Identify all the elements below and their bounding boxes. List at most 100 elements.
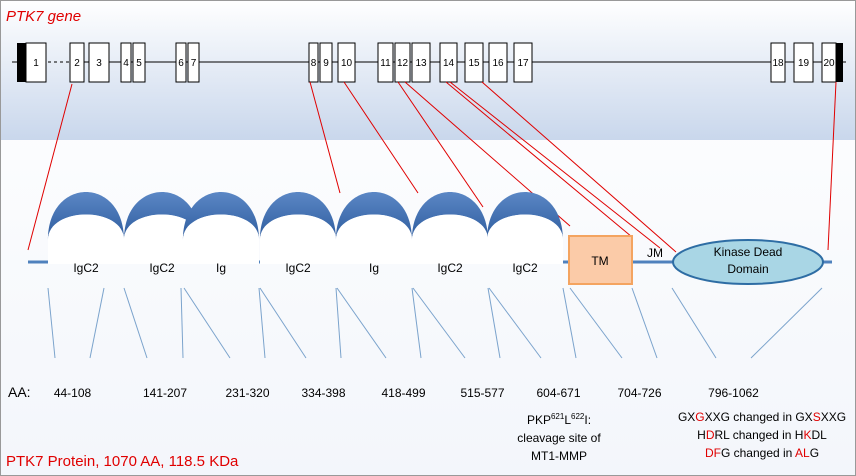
funnel-line bbox=[488, 287, 542, 359]
exon bbox=[308, 42, 319, 83]
funnel-line bbox=[47, 287, 56, 359]
exon bbox=[793, 42, 814, 83]
exon-label: 12 bbox=[397, 58, 409, 69]
exon-label: 15 bbox=[468, 58, 480, 69]
motif-part: GX bbox=[678, 410, 695, 424]
ig-domain-body bbox=[336, 214, 412, 262]
aa-range: 334-398 bbox=[301, 386, 345, 400]
motif-part: K bbox=[803, 428, 811, 442]
funnel-line bbox=[671, 287, 717, 359]
mapping-line bbox=[445, 81, 633, 238]
cleavage-part: 621 bbox=[551, 412, 565, 421]
exon-label: 8 bbox=[311, 58, 317, 69]
exon-label: 2 bbox=[74, 58, 80, 69]
ig-domain-body bbox=[487, 214, 563, 262]
ig-domain-body bbox=[412, 214, 488, 262]
exon bbox=[120, 42, 132, 83]
exon-label: 19 bbox=[798, 58, 810, 69]
exon-label: 4 bbox=[123, 58, 129, 69]
exon bbox=[821, 42, 837, 83]
motif-part: RL changed in H bbox=[715, 428, 804, 442]
mapping-line bbox=[827, 81, 837, 251]
mapping-line bbox=[27, 83, 73, 251]
exon bbox=[88, 42, 110, 83]
aa-range: 604-671 bbox=[536, 386, 580, 400]
funnel-line bbox=[562, 287, 577, 359]
mapping-line bbox=[449, 81, 661, 249]
aa-range: 231-320 bbox=[225, 386, 269, 400]
funnel-line bbox=[411, 287, 422, 359]
funnel-line bbox=[259, 287, 307, 359]
exon bbox=[770, 42, 786, 83]
exon-label: 6 bbox=[178, 58, 184, 69]
protein-title: PTK7 Protein, 1070 AA, 118.5 KDa bbox=[6, 453, 239, 470]
funnel-line bbox=[487, 287, 501, 359]
aa-range: 796-1062 bbox=[708, 386, 759, 400]
mapping-line bbox=[343, 81, 419, 194]
motif-note: HDRL changed in HKDL bbox=[697, 428, 827, 442]
aa-range: 515-577 bbox=[460, 386, 504, 400]
exon-coding-end bbox=[836, 43, 843, 82]
funnel-line bbox=[412, 287, 466, 359]
ig-domain-arch bbox=[487, 192, 563, 240]
exon-label: 18 bbox=[772, 58, 784, 69]
domain-label: TM bbox=[591, 254, 608, 268]
exon bbox=[319, 42, 333, 83]
exon-label: 20 bbox=[823, 58, 835, 69]
ig-domain-arch bbox=[183, 192, 259, 240]
motif-part: G bbox=[810, 446, 819, 460]
funnel-line bbox=[258, 287, 266, 359]
cleavage-note: MT1-MMP bbox=[531, 449, 587, 463]
motif-part: AL bbox=[795, 446, 810, 460]
exon bbox=[377, 42, 394, 83]
aa-range: 141-207 bbox=[143, 386, 187, 400]
aa-range: 704-726 bbox=[617, 386, 661, 400]
kinase-label: Domain bbox=[727, 262, 768, 276]
jm-label: JM bbox=[647, 246, 663, 260]
motif-part: S bbox=[813, 410, 821, 424]
funnel-line bbox=[89, 287, 105, 359]
gene-title: PTK7 gene bbox=[6, 8, 81, 25]
mapping-line bbox=[481, 81, 677, 253]
domain-label: IgC2 bbox=[149, 261, 175, 275]
exon bbox=[488, 42, 508, 83]
motif-part: DL bbox=[811, 428, 827, 442]
exon bbox=[337, 42, 356, 83]
domain-label: IgC2 bbox=[512, 261, 538, 275]
exon bbox=[25, 42, 47, 83]
exon-label: 1 bbox=[33, 58, 39, 69]
exon bbox=[175, 42, 187, 83]
motif-part: XXG changed in GX bbox=[705, 410, 813, 424]
exon-label: 9 bbox=[323, 58, 329, 69]
exon-label: 5 bbox=[136, 58, 142, 69]
motif-part: H bbox=[697, 428, 706, 442]
exon-label: 10 bbox=[341, 58, 353, 69]
exon-label: 3 bbox=[96, 58, 102, 69]
ig-domain-body bbox=[260, 214, 336, 262]
domain-label: Ig bbox=[369, 261, 379, 275]
kinase-label: Kinase Dead bbox=[714, 245, 783, 259]
aa-range: 418-499 bbox=[381, 386, 425, 400]
mapping-line bbox=[309, 81, 341, 194]
cleavage-part: I: bbox=[584, 413, 591, 427]
exon bbox=[132, 42, 146, 83]
motif-part: XXG bbox=[821, 410, 846, 424]
exon bbox=[513, 42, 533, 83]
kinase-domain bbox=[672, 239, 824, 285]
domain-label: IgC2 bbox=[73, 261, 99, 275]
exon-coding-end bbox=[17, 43, 26, 82]
ig-domain-body bbox=[183, 214, 259, 262]
domain-label: IgC2 bbox=[437, 261, 463, 275]
motif-note: GXGXXG changed in GXSXXG bbox=[678, 410, 846, 424]
exon bbox=[187, 42, 200, 83]
ig-domain-body bbox=[48, 214, 124, 262]
motif-part: G changed in bbox=[721, 446, 795, 460]
motif-part: DF bbox=[705, 446, 721, 460]
ig-domain-body bbox=[124, 214, 200, 262]
ig-domain-arch bbox=[260, 192, 336, 240]
exon-label: 17 bbox=[517, 58, 529, 69]
exon-label: 13 bbox=[415, 58, 427, 69]
funnel-line bbox=[123, 287, 148, 359]
